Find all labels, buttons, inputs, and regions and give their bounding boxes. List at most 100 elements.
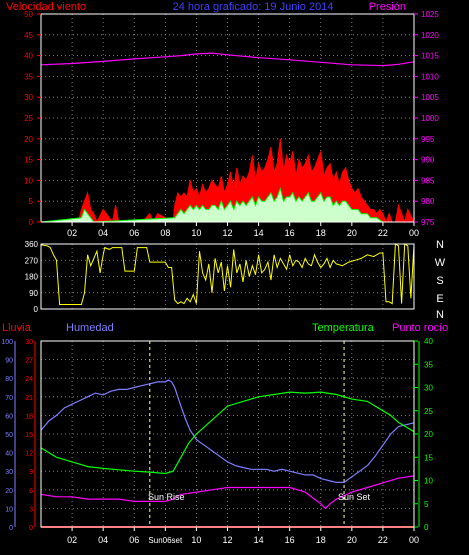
pressure-y-tick-label: 1025	[421, 10, 439, 19]
compass-label-s: S	[436, 275, 443, 287]
humidity-y-tick-label: 60	[5, 413, 13, 420]
x-tick-label: 12	[222, 228, 232, 238]
x-tick-label: 12	[222, 535, 232, 545]
x-tick-label: 08	[160, 228, 170, 238]
pressure-y-tick-label: 1000	[421, 114, 439, 123]
compass-label-w: W	[435, 257, 446, 269]
temperature-y-tick-label: 10	[424, 477, 433, 486]
wind-y-tick-label: 15	[24, 156, 33, 165]
x-tick-label: Sun06set	[148, 536, 183, 545]
temperature-line	[40, 391, 415, 475]
humidity-y-tick-label: 10	[5, 506, 13, 513]
climate-panel: 0102030405060708090100036912151821242730…	[1, 337, 433, 545]
wind-speed-label: Velocidad viento	[6, 1, 86, 13]
pressure-y-tick-label: 1010	[421, 72, 439, 81]
wind-direction-line	[40, 243, 415, 305]
x-tick-label: 14	[254, 228, 264, 238]
wind-y-tick-label: 0	[29, 218, 34, 227]
temperature-y-tick-label: 5	[424, 500, 429, 509]
x-tick-label: 02	[67, 228, 77, 238]
x-tick-label: 06	[129, 535, 139, 545]
compass-label-n: N	[436, 309, 444, 321]
x-tick-label: 04	[98, 228, 108, 238]
pressure-y-tick-label: 975	[421, 218, 435, 227]
x-tick-label: 16	[285, 228, 295, 238]
pressure-y-tick-label: 995	[421, 135, 435, 144]
humidity-y-tick-label: 0	[9, 525, 13, 532]
dew-point-line	[40, 475, 415, 510]
pressure-y-tick-label: 985	[421, 176, 435, 185]
wind-y-tick-label: 40	[24, 52, 33, 61]
direction-y-tick-label: 0	[34, 305, 39, 314]
wind-y-tick-label: 35	[24, 72, 33, 81]
humidity-line	[40, 379, 415, 483]
x-tick-label: 00	[409, 535, 419, 545]
humidity-y-tick-label: 30	[5, 469, 13, 476]
rain-y-tick-label: 6	[29, 488, 33, 495]
rain-y-tick-label: 12	[25, 451, 33, 458]
temperature-y-tick-label: 40	[424, 337, 433, 346]
rain-y-tick-label: 18	[25, 413, 33, 420]
rain-y-tick-label: 27	[25, 358, 33, 365]
rain-y-tick-label: 9	[29, 469, 33, 476]
humidity-y-tick-label: 70	[5, 395, 13, 402]
humidity-y-tick-label: 40	[5, 451, 13, 458]
rain-y-tick-label: 3	[29, 506, 33, 513]
wind-y-tick-label: 5	[29, 197, 34, 206]
rain-y-tick-label: 15	[25, 432, 33, 439]
x-tick-label: 18	[316, 228, 326, 238]
x-tick-label: 22	[378, 535, 388, 545]
pressure-y-tick-label: 1020	[421, 31, 439, 40]
humidity-y-tick-label: 90	[5, 358, 13, 365]
pressure-y-tick-label: 990	[421, 156, 435, 165]
wind-y-tick-label: 20	[24, 135, 33, 144]
dew-point-label: Punto rocío	[392, 322, 448, 334]
x-tick-label: 00	[409, 228, 419, 238]
temperature-y-tick-label: 20	[424, 430, 433, 439]
humidity-label: Humedad	[66, 322, 114, 334]
temperature-y-tick-label: 25	[424, 407, 433, 416]
direction-y-tick-label: 180	[25, 273, 39, 282]
x-tick-label: 16	[285, 535, 295, 545]
x-tick-label: 04	[98, 535, 108, 545]
compass-label-n: N	[436, 239, 444, 251]
humidity-y-tick-label: 50	[5, 432, 13, 439]
wind-y-tick-label: 50	[24, 10, 33, 19]
wind-y-tick-label: 10	[24, 176, 33, 185]
wind-y-tick-label: 45	[24, 31, 33, 40]
pressure-y-tick-label: 980	[421, 197, 435, 206]
temperature-label: Temperatura	[312, 322, 375, 334]
x-tick-label: 02	[67, 535, 77, 545]
temperature-y-tick-label: 0	[424, 523, 429, 532]
temperature-y-tick-label: 35	[424, 360, 433, 369]
x-tick-label: 06	[129, 228, 139, 238]
x-tick-label: 14	[254, 535, 264, 545]
x-tick-label: 22	[378, 228, 388, 238]
wind-y-tick-label: 25	[24, 114, 33, 123]
humidity-y-tick-label: 100	[1, 339, 13, 346]
wind-average-area	[40, 187, 414, 223]
panel-frame	[40, 243, 415, 310]
x-tick-label: 18	[316, 535, 326, 545]
humidity-y-tick-label: 80	[5, 376, 13, 383]
x-tick-label: 10	[191, 535, 201, 545]
x-tick-label: 10	[191, 228, 201, 238]
pressure-label: Presión	[369, 1, 406, 13]
sun-set-label: Sun Set	[338, 492, 371, 502]
pressure-line	[40, 52, 415, 67]
rain-y-tick-label: 24	[25, 376, 33, 383]
temperature-y-tick-label: 15	[424, 453, 433, 462]
direction-y-tick-label: 90	[29, 289, 38, 298]
pressure-y-tick-label: 1005	[421, 93, 439, 102]
humidity-y-tick-label: 20	[5, 488, 13, 495]
pressure-y-tick-label: 1015	[421, 52, 439, 61]
wind-panel: 0510152025303540455097598098599099510001…	[24, 10, 439, 238]
compass-label-e: E	[436, 293, 443, 305]
x-tick-label: 20	[347, 535, 357, 545]
wind-y-tick-label: 30	[24, 93, 33, 102]
direction-y-tick-label: 270	[25, 256, 39, 265]
temperature-y-tick-label: 30	[424, 384, 433, 393]
rain-label: Lluvia	[2, 322, 32, 334]
